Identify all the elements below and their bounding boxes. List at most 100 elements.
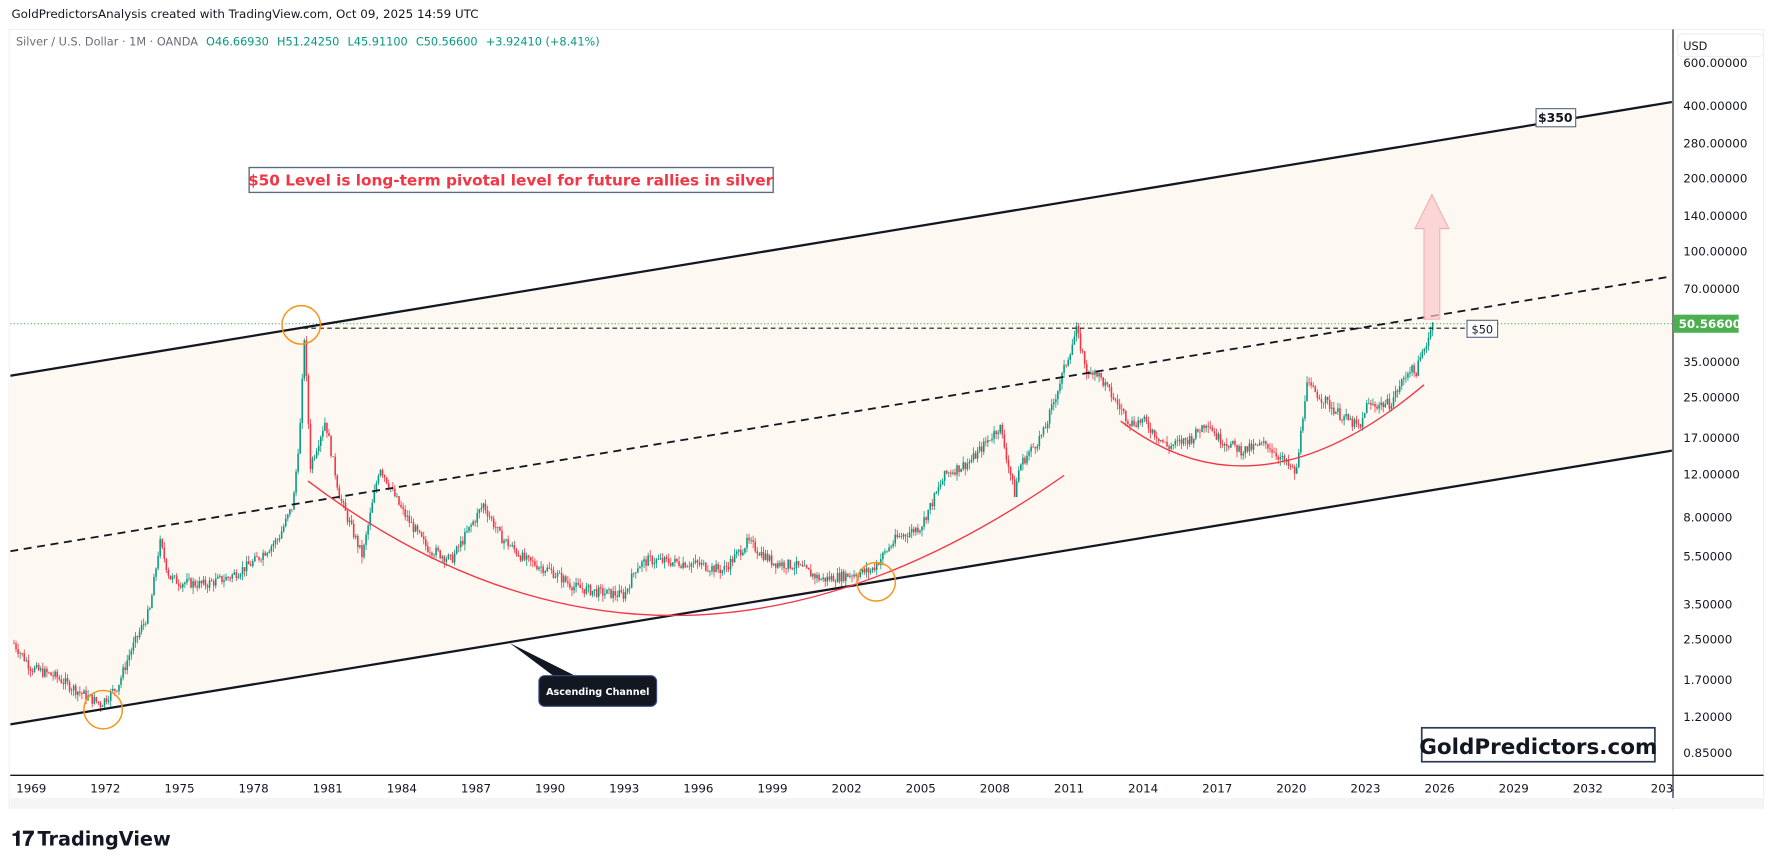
candle-body <box>1396 390 1399 392</box>
candle-body <box>130 650 133 656</box>
candle-body <box>126 660 129 671</box>
candle-body <box>1351 418 1354 427</box>
candle-body <box>299 422 301 454</box>
candle-body <box>606 589 608 594</box>
candle-body <box>313 457 316 459</box>
time-tick-label: 2014 <box>1128 781 1158 795</box>
candle-body <box>579 584 581 589</box>
candle-body <box>208 580 211 588</box>
candle-body <box>1203 425 1205 429</box>
channel-upper-line[interactable] <box>10 100 1673 377</box>
time-tick-label: 1972 <box>90 781 120 795</box>
candle-body <box>1384 403 1387 408</box>
candle-body <box>23 653 26 661</box>
candle-body <box>398 496 400 505</box>
label-50[interactable]: $50 <box>1466 319 1499 338</box>
candle-body <box>956 465 958 475</box>
candle-body <box>952 472 954 474</box>
candle-body <box>863 568 866 573</box>
candle-body <box>68 681 71 691</box>
candle-body <box>702 562 705 564</box>
candle-body <box>717 564 719 570</box>
time-tick-label: 2005 <box>906 781 936 795</box>
candle-body <box>484 503 487 511</box>
circle-2003-touch[interactable] <box>856 561 897 602</box>
channel-mid-line[interactable] <box>10 275 1673 553</box>
candle-body <box>1213 431 1216 434</box>
candle-body <box>93 697 96 704</box>
up-arrow-icon[interactable] <box>1414 193 1450 320</box>
candle-body <box>875 563 878 570</box>
candle-body <box>1370 402 1372 405</box>
candle-body <box>923 517 925 527</box>
time-tick-label: 2002 <box>832 781 862 795</box>
rounded-bottom-arc-2[interactable] <box>1120 384 1425 467</box>
label-350[interactable]: $350 <box>1535 108 1577 128</box>
candle-body <box>239 574 242 577</box>
candle-body <box>457 546 460 548</box>
candle-body <box>1219 433 1222 444</box>
price-tick-label: 70.00000 <box>1683 282 1740 296</box>
candle-body <box>27 660 30 669</box>
candle-body <box>1162 440 1164 442</box>
candle-body <box>993 431 995 439</box>
candle-body <box>274 539 277 544</box>
circle-1971-low[interactable] <box>83 689 124 730</box>
candle-body <box>1388 398 1391 409</box>
candle-body <box>363 544 365 558</box>
candle-body <box>655 559 658 564</box>
candle-body <box>42 668 44 677</box>
candle-body <box>1363 412 1366 418</box>
candle-body <box>575 582 577 587</box>
price-tick-label: 3.50000 <box>1683 597 1732 611</box>
current-price-tag: 50.56600 <box>1673 314 1741 333</box>
channel-lower-line[interactable] <box>10 449 1673 726</box>
candle-body <box>385 477 388 484</box>
candle-body <box>144 623 147 625</box>
candle-body <box>256 556 258 558</box>
candle-body <box>933 493 936 507</box>
candle-body <box>618 590 621 597</box>
candle-body <box>1005 447 1008 460</box>
candle-body <box>315 451 318 458</box>
time-tick-label: 1993 <box>609 781 639 795</box>
candle-body <box>1090 372 1092 375</box>
candle-body <box>799 564 802 566</box>
candle-body <box>937 486 940 492</box>
candle-body <box>882 552 884 560</box>
candle-body <box>1271 449 1273 453</box>
price-axis[interactable]: 600.00000 400.00000 280.00000 200.00000 140.… <box>1683 56 1747 760</box>
candle-body <box>1209 426 1212 428</box>
rounded-bottom-arc-1[interactable] <box>307 474 1065 617</box>
candle-body <box>715 564 717 573</box>
currency-button[interactable]: USD <box>1676 33 1765 58</box>
candle-body <box>1057 390 1059 400</box>
circle-1980-top[interactable] <box>281 304 322 345</box>
candle-body <box>165 558 168 570</box>
headline-box[interactable]: $50 Level is long-term pivotal level for… <box>248 166 774 194</box>
candle-body <box>1267 443 1269 449</box>
candle-body <box>429 552 431 553</box>
candle-body <box>1380 402 1382 406</box>
candle-body <box>1059 383 1061 391</box>
candle-body <box>832 575 835 582</box>
candle-body <box>497 527 499 528</box>
candle-body <box>1300 430 1302 453</box>
candle-body <box>912 528 915 533</box>
candle-body <box>812 573 814 577</box>
candle-body <box>1382 402 1385 408</box>
candle-body <box>206 585 209 588</box>
candle-body <box>91 694 94 704</box>
candle-body <box>1108 384 1111 388</box>
candle-body <box>387 483 390 489</box>
candle-body <box>585 586 588 594</box>
time-axis[interactable]: 1969 1972 1975 1978 1981 1984 1987 1990 1993 1996… <box>16 781 1673 795</box>
tradingview-logo[interactable]: 𝟏𝟕 TradingView <box>11 826 171 850</box>
candle-body <box>814 573 816 579</box>
candle-body <box>1228 446 1230 448</box>
candle-body <box>1223 443 1226 446</box>
candle-body <box>999 424 1002 433</box>
candle-body <box>807 567 810 570</box>
time-tick-label: 1975 <box>164 781 194 795</box>
